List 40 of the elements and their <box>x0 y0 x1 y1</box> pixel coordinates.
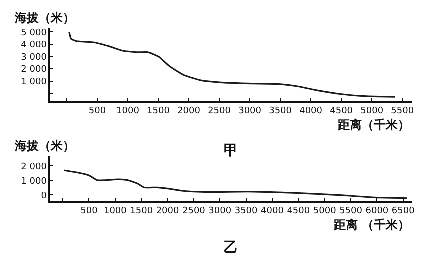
y-axis-title: 海拔（米） <box>14 11 75 25</box>
x-tick-label: 4000 <box>261 206 284 217</box>
x-axis-title: 距离 （千米） <box>333 218 410 232</box>
line-series <box>68 31 396 98</box>
x-tick-label: 6000 <box>366 206 389 217</box>
x-tick-label: 4500 <box>330 106 354 117</box>
x-tick-label: 3500 <box>234 206 258 217</box>
x-tick-label: 5000 <box>360 106 384 117</box>
x-tick-label: 2500 <box>208 106 232 117</box>
y-tick-label: 2 000 <box>21 162 48 172</box>
text: 甲 <box>224 143 238 159</box>
text: 乙 <box>224 240 238 256</box>
y-axis-title: 海拔（米） <box>14 139 75 153</box>
x-tick-label: 1500 <box>130 206 154 217</box>
x-tick-label: 1000 <box>104 206 128 217</box>
x-tick-label: 5500 <box>391 106 414 117</box>
x-tick-label: 5000 <box>313 206 337 217</box>
x-axis-title: 距离（千米） <box>337 118 410 132</box>
x-tick-label: 3500 <box>269 106 292 117</box>
x-tick-label: 2500 <box>182 206 206 217</box>
x-tick-label: 500 <box>88 106 106 117</box>
y-tick-label: 4 000 <box>21 40 48 51</box>
y-tick-label: 1 000 <box>21 176 48 187</box>
y-tick-label: 0 <box>41 191 48 202</box>
x-tick-label: 2000 <box>156 206 180 217</box>
x-tick-label: 6500 <box>392 206 416 217</box>
x-tick-label: 1000 <box>116 106 140 117</box>
x-tick-label: 4500 <box>287 206 310 217</box>
y-tick-label: 2 000 <box>21 65 48 76</box>
y-tick-label: 3 000 <box>21 52 48 63</box>
x-tick-label: 1500 <box>147 106 170 117</box>
x-tick-label: 3000 <box>208 206 232 217</box>
line-series <box>63 170 408 200</box>
x-tick-label: 500 <box>80 206 98 217</box>
y-tick-label: 1 000 <box>21 77 48 88</box>
x-tick-label: 5500 <box>340 206 363 217</box>
x-tick-label: 3000 <box>238 106 262 117</box>
x-tick-label: 4000 <box>300 106 323 117</box>
x-tick-label: 2000 <box>178 106 201 117</box>
y-tick-label: 5 000 <box>21 28 48 38</box>
